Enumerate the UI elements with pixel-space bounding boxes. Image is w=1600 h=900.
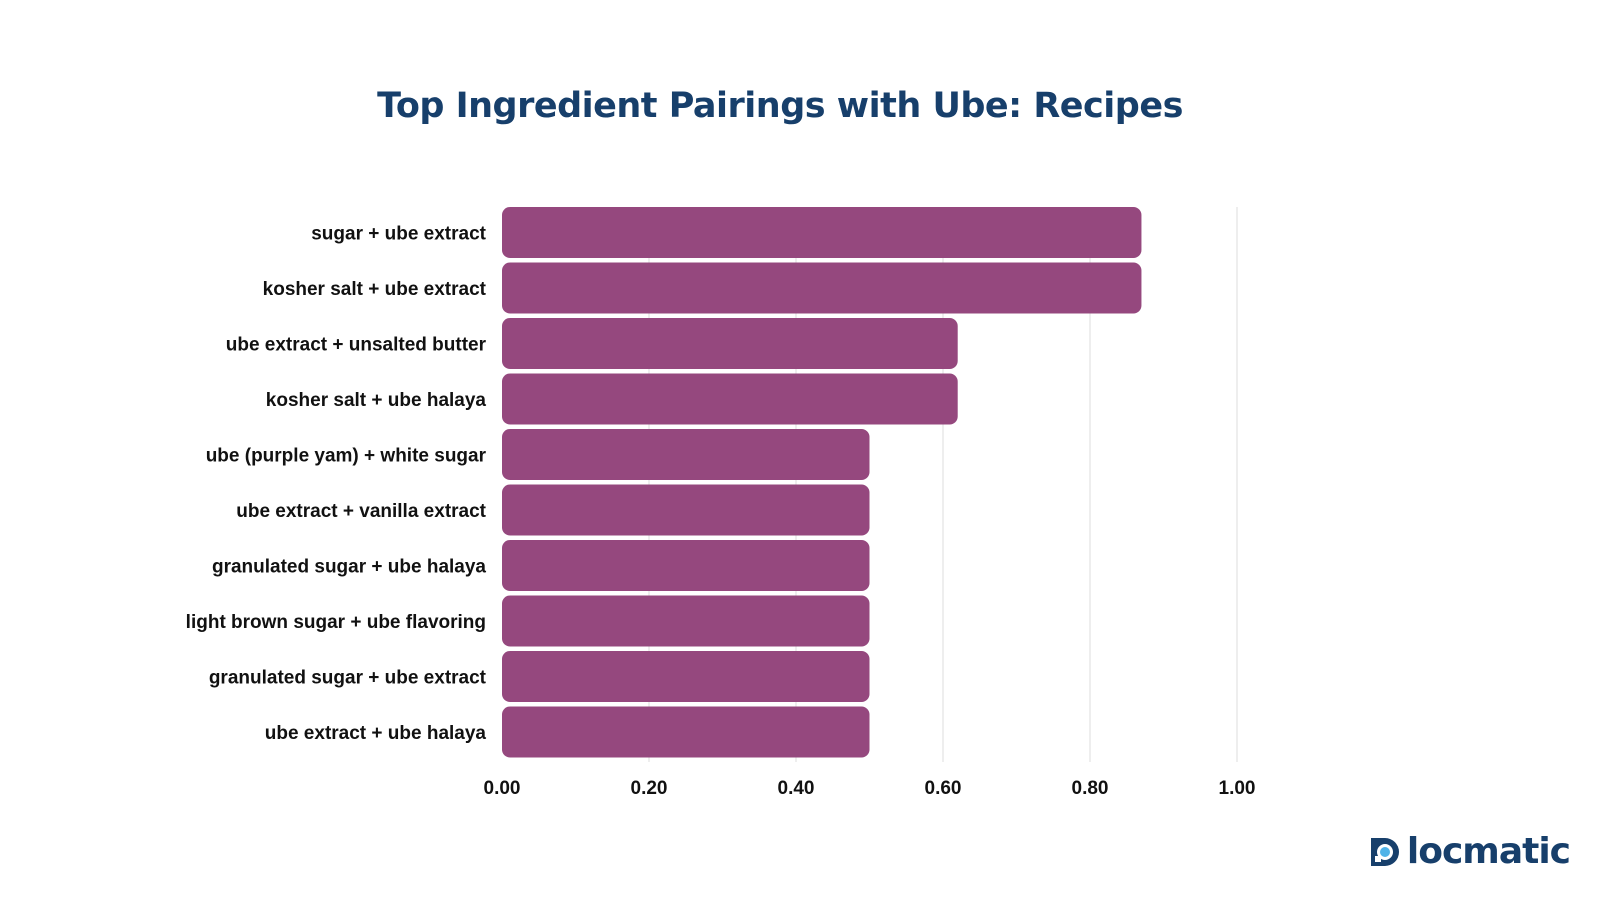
bar: [502, 318, 958, 369]
locmatic-logo: locmatic: [1367, 831, 1571, 872]
bar: [502, 706, 870, 758]
bar: [502, 429, 870, 480]
category-label: sugar + ube extract: [311, 224, 486, 245]
bar: [502, 262, 1142, 314]
x-tick-label: 0.80: [1072, 778, 1109, 799]
bar: [502, 484, 870, 536]
category-label: light brown sugar + ube flavoring: [186, 612, 486, 633]
locmatic-logo-icon: [1370, 837, 1399, 866]
x-tick-label: 1.00: [1219, 778, 1256, 799]
category-label: granulated sugar + ube extract: [209, 668, 487, 689]
category-label: kosher salt + ube halaya: [266, 390, 487, 411]
bar: [502, 540, 870, 591]
category-label: ube extract + ube halaya: [265, 723, 487, 744]
category-label: ube extract + unsalted butter: [226, 335, 487, 356]
bar: [502, 595, 870, 647]
bar: [502, 207, 1142, 258]
x-tick-label: 0.00: [484, 778, 521, 799]
x-tick-label: 0.20: [631, 778, 668, 799]
logo-text: locmatic: [1406, 831, 1571, 872]
category-label: kosher salt + ube extract: [263, 279, 487, 300]
category-label: ube (purple yam) + white sugar: [206, 446, 487, 467]
category-label: ube extract + vanilla extract: [236, 501, 486, 522]
bar: [502, 373, 958, 425]
x-tick-label: 0.60: [925, 778, 962, 799]
chart-title: Top Ingredient Pairings with Ube: Recipe…: [377, 86, 1183, 126]
x-tick-label: 0.40: [778, 778, 815, 799]
bar: [502, 651, 870, 702]
category-label: granulated sugar + ube halaya: [212, 557, 486, 578]
